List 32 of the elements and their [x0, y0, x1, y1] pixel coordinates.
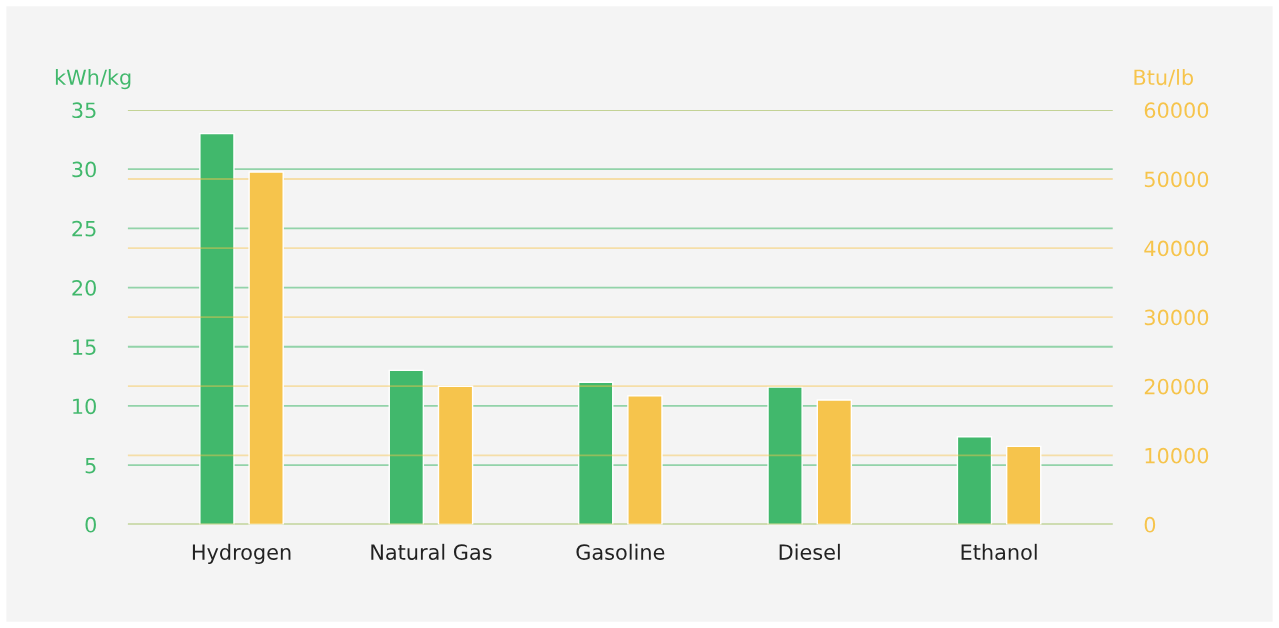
x-tick-label: Ethanol [961, 543, 1037, 560]
bar [816, 399, 853, 525]
y-tick-label: 5 [85, 457, 96, 474]
y2-tick-label: 10000 [1145, 447, 1209, 464]
y-axis-title: kWh/kg [55, 69, 131, 90]
y2-tick-label: 40000 [1144, 240, 1209, 257]
x-tick-label: Hydrogen [192, 543, 291, 564]
bar [627, 395, 663, 525]
y2-tick-label: 20000 [1144, 378, 1209, 395]
y-tick-label: 25 [72, 220, 96, 237]
y2-tick-label: 30000 [1144, 309, 1209, 326]
y-tick-label: 20 [72, 279, 96, 296]
y2-tick-label: 60000 [1144, 102, 1209, 119]
y2-tick-label: 50000 [1144, 171, 1209, 188]
y-tick-label: 35 [72, 102, 96, 119]
x-tick-label: Natural Gas [371, 543, 492, 560]
y-tick-label: 10 [73, 398, 96, 415]
bar [248, 171, 284, 525]
bar [1005, 445, 1042, 525]
y2-axis-title: Btu/lb [1134, 69, 1193, 87]
y-tick-label: 15 [73, 339, 96, 355]
x-tick-label: Diesel [779, 543, 840, 560]
bar [388, 369, 425, 525]
y-tick-label: 30 [72, 161, 96, 178]
bar [199, 132, 235, 525]
y-tick-label: 0 [85, 516, 96, 533]
bar [577, 381, 614, 525]
x-tick-label: Gasoline [576, 543, 665, 560]
bar [437, 385, 474, 525]
bar [767, 386, 803, 525]
bar [956, 436, 993, 525]
y2-tick-label: 0 [1144, 516, 1156, 533]
